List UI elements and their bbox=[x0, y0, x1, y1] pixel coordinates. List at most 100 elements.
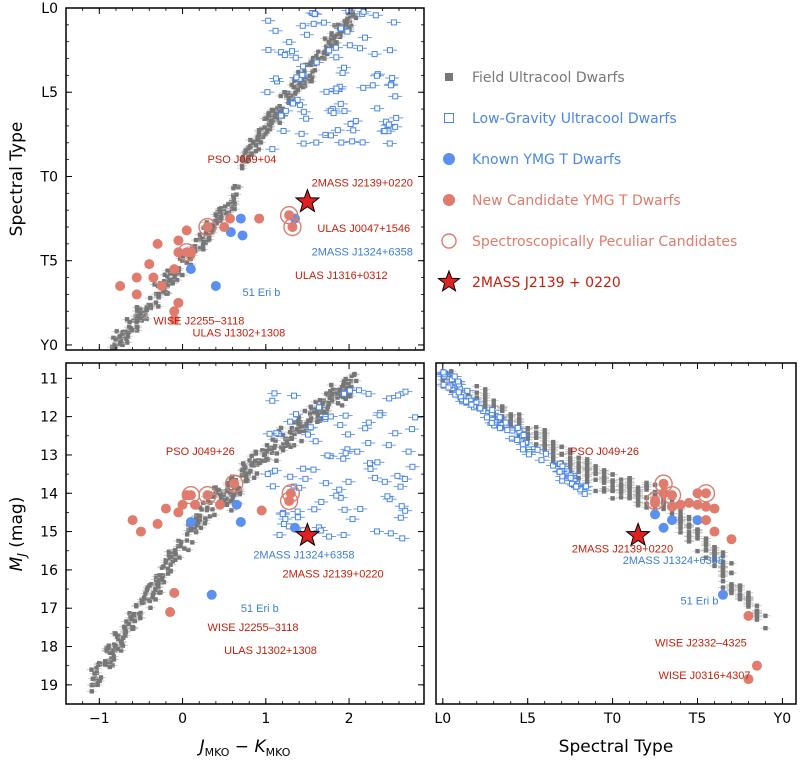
legend-item-known: Known YMG T Dwarfs bbox=[443, 152, 621, 168]
lowg-point bbox=[392, 430, 399, 437]
field-point bbox=[167, 279, 172, 285]
field-point bbox=[316, 417, 322, 422]
field-point bbox=[144, 316, 149, 322]
field-point bbox=[601, 486, 607, 491]
field-point bbox=[135, 308, 140, 314]
field-point bbox=[729, 570, 734, 575]
lowg-point bbox=[451, 373, 458, 380]
legend-label: Field Ultracool Dwarfs bbox=[472, 70, 625, 86]
field-point bbox=[165, 268, 170, 273]
field-point bbox=[542, 447, 547, 452]
lowg-point bbox=[326, 533, 333, 540]
lowg-point bbox=[371, 474, 378, 481]
known-ymg-point bbox=[692, 515, 703, 526]
field-point bbox=[754, 614, 760, 620]
field-point bbox=[618, 495, 624, 500]
field-point bbox=[210, 230, 215, 235]
peculiar-ring bbox=[198, 217, 217, 237]
lowg-point bbox=[342, 412, 349, 419]
field-point bbox=[161, 579, 166, 585]
lowg-point bbox=[477, 405, 484, 412]
field-point bbox=[150, 592, 156, 598]
y-tick-label: 11 bbox=[40, 371, 58, 387]
new-candidate-point bbox=[148, 272, 159, 283]
field-point bbox=[491, 398, 496, 403]
lowg-point bbox=[294, 508, 301, 515]
field-point bbox=[148, 605, 153, 611]
field-point bbox=[349, 373, 354, 379]
field-point bbox=[184, 260, 190, 265]
field-point bbox=[154, 573, 159, 579]
field-point bbox=[108, 658, 113, 663]
field-point bbox=[110, 663, 115, 668]
field-point bbox=[720, 579, 726, 584]
lowg-point bbox=[409, 463, 416, 470]
field-point bbox=[328, 389, 333, 394]
lowg-point bbox=[286, 39, 293, 46]
lowg-point bbox=[354, 448, 361, 455]
new-candidate-point bbox=[152, 518, 163, 529]
field-point bbox=[328, 43, 334, 48]
new-candidate-point bbox=[743, 674, 754, 685]
lowg-point bbox=[445, 384, 452, 391]
y-tick-label: T5 bbox=[40, 254, 58, 270]
lowg-point bbox=[310, 466, 317, 473]
field-point bbox=[239, 473, 245, 478]
lowg-point bbox=[386, 140, 393, 147]
field-point bbox=[182, 546, 187, 551]
series-new bbox=[115, 213, 265, 325]
peculiar-ring bbox=[177, 243, 196, 262]
lowg-point bbox=[333, 54, 340, 61]
field-point bbox=[627, 492, 632, 497]
field-point bbox=[491, 403, 496, 408]
field-point bbox=[104, 354, 108, 358]
lowg-point bbox=[376, 412, 383, 419]
field-point bbox=[351, 12, 356, 18]
field-point bbox=[593, 471, 598, 477]
field-point bbox=[212, 512, 217, 518]
lowg-point bbox=[371, 51, 378, 58]
field-point bbox=[322, 409, 327, 414]
field-point bbox=[108, 351, 112, 355]
lowg-point bbox=[374, 105, 381, 112]
lowg-point bbox=[405, 448, 412, 455]
field-point bbox=[147, 583, 152, 588]
lowg-point bbox=[303, 115, 310, 122]
field-point bbox=[695, 527, 700, 533]
field-point bbox=[308, 416, 314, 421]
lowg-point bbox=[293, 411, 300, 418]
field-point bbox=[163, 557, 169, 563]
axes-frame bbox=[65, 7, 425, 351]
field-point bbox=[601, 489, 607, 494]
field-point bbox=[291, 84, 296, 90]
field-point bbox=[271, 445, 277, 451]
field-point bbox=[230, 494, 236, 500]
field-point bbox=[249, 151, 254, 156]
lowg-point bbox=[337, 422, 344, 429]
field-point bbox=[737, 592, 743, 598]
lowg-point bbox=[356, 387, 363, 394]
lowg-point bbox=[346, 387, 353, 394]
lowg-point bbox=[336, 486, 343, 493]
field-point bbox=[278, 425, 284, 431]
annotation-label: ULAS J1302+1308 bbox=[193, 328, 286, 340]
lowg-point bbox=[408, 426, 415, 433]
lowg-point bbox=[399, 535, 406, 542]
field-point bbox=[593, 466, 598, 472]
field-point bbox=[89, 689, 94, 694]
lowg-point bbox=[514, 436, 521, 443]
annotation-label: 2MASS J2139+0220 bbox=[312, 178, 413, 190]
legend: Field Ultracool Dwarfs Low-Gravity Ultrac… bbox=[437, 70, 737, 293]
new-candidate-point bbox=[181, 225, 192, 236]
field-point bbox=[294, 426, 300, 432]
lowg-point bbox=[266, 430, 273, 437]
field-point bbox=[266, 111, 271, 116]
field-point bbox=[102, 662, 108, 667]
lowg-point bbox=[280, 128, 287, 135]
lowg-point bbox=[323, 88, 330, 95]
field-point bbox=[576, 455, 581, 460]
lowg-point bbox=[352, 118, 359, 125]
annotation-label: 2MASS J1324+6358 bbox=[312, 247, 413, 259]
field-point bbox=[247, 144, 252, 150]
field-point bbox=[274, 458, 279, 463]
